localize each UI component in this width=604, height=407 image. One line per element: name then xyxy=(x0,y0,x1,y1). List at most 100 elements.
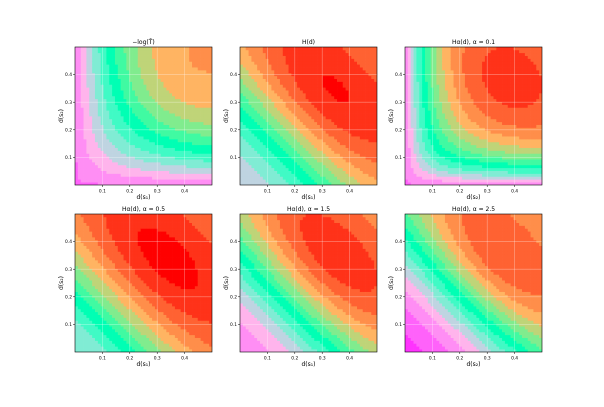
heatmap-cell xyxy=(260,176,263,179)
heatmap-cell xyxy=(254,145,257,148)
heatmap-cell xyxy=(146,53,149,56)
heatmap-cell xyxy=(309,119,312,122)
heatmap-cell xyxy=(363,139,366,142)
heatmap-cell xyxy=(181,119,184,122)
heatmap-cell xyxy=(126,82,129,85)
heatmap-cell xyxy=(92,107,95,110)
heatmap-cell xyxy=(178,179,181,182)
heatmap-cell xyxy=(368,176,371,179)
heatmap-cell xyxy=(314,79,317,82)
heatmap-cell xyxy=(366,136,369,139)
heatmap-cell xyxy=(366,96,369,99)
heatmap-cell xyxy=(271,56,274,59)
heatmap-cell xyxy=(311,136,314,139)
heatmap-cell xyxy=(405,176,408,179)
heatmap-cell xyxy=(243,116,246,119)
heatmap-cell xyxy=(263,64,266,67)
heatmap-cell xyxy=(306,122,309,125)
heatmap-cell xyxy=(260,119,263,122)
heatmap-cell xyxy=(149,156,152,159)
heatmap-cell xyxy=(158,105,161,108)
heatmap-cell xyxy=(246,99,249,102)
heatmap-cell xyxy=(169,156,172,159)
heatmap-cell xyxy=(260,148,263,151)
heatmap-cell xyxy=(206,156,209,159)
heatmap-cell xyxy=(360,93,363,96)
heatmap-cell xyxy=(146,145,149,148)
heatmap-cell xyxy=(186,90,189,93)
heatmap-cell xyxy=(303,76,306,79)
heatmap-cell xyxy=(135,70,138,73)
heatmap-cell xyxy=(155,171,158,174)
heatmap-cell xyxy=(92,174,95,177)
heatmap-cell xyxy=(172,171,175,174)
heatmap-cell xyxy=(186,136,189,139)
heatmap-cell xyxy=(357,142,360,145)
heatmap-cell xyxy=(422,90,425,93)
heatmap-cell xyxy=(291,136,294,139)
heatmap-cell xyxy=(158,96,161,99)
heatmap-cell xyxy=(414,107,417,110)
heatmap-cell xyxy=(112,168,115,171)
heatmap-cell xyxy=(126,168,129,171)
heatmap-cell xyxy=(351,125,354,128)
heatmap-cell xyxy=(337,87,340,90)
heatmap-cell xyxy=(169,53,172,56)
heatmap-cell xyxy=(331,156,334,159)
heatmap-cell xyxy=(408,171,411,174)
heatmap-cell xyxy=(291,165,294,168)
heatmap-cell xyxy=(158,125,161,128)
heatmap-cell xyxy=(311,165,314,168)
heatmap-cell xyxy=(351,139,354,142)
heatmap-cell xyxy=(98,59,101,62)
heatmap-cell xyxy=(411,142,414,145)
heatmap-cell xyxy=(422,70,425,73)
heatmap-cell xyxy=(334,59,337,62)
heatmap-cell xyxy=(189,93,192,96)
heatmap-cell xyxy=(277,99,280,102)
heatmap-cell xyxy=(84,145,87,148)
heatmap-cell xyxy=(311,82,314,85)
heatmap-cell xyxy=(169,136,172,139)
heatmap-cell xyxy=(115,133,118,136)
heatmap-cell xyxy=(183,171,186,174)
heatmap-cell xyxy=(340,136,343,139)
heatmap-cell xyxy=(348,82,351,85)
heatmap-cell xyxy=(152,110,155,113)
heatmap-cell xyxy=(201,56,204,59)
heatmap-cell xyxy=(195,151,198,154)
heatmap-cell xyxy=(172,162,175,165)
heatmap-cell xyxy=(138,76,141,79)
heatmap-cell xyxy=(251,82,254,85)
heatmap-cell xyxy=(314,130,317,133)
heatmap-cell xyxy=(251,47,254,50)
heatmap-cell xyxy=(109,125,112,128)
heatmap-cell xyxy=(126,153,129,156)
heatmap-cell xyxy=(414,136,417,139)
heatmap-cell xyxy=(201,70,204,73)
heatmap-cell xyxy=(112,116,115,119)
heatmap-cell xyxy=(104,116,107,119)
heatmap-cell xyxy=(303,142,306,145)
heatmap-cell xyxy=(371,125,374,128)
heatmap-cell xyxy=(360,165,363,168)
heatmap-cell xyxy=(152,76,155,79)
heatmap-cell xyxy=(289,145,292,148)
heatmap-cell xyxy=(283,176,286,179)
heatmap-cell xyxy=(309,113,312,116)
heatmap-cell xyxy=(95,151,98,154)
heatmap-cell xyxy=(249,87,252,90)
heatmap-cell xyxy=(112,70,115,73)
heatmap-cell xyxy=(331,142,334,145)
heatmap-cell xyxy=(331,151,334,154)
heatmap-cell xyxy=(95,130,98,133)
heatmap-cell xyxy=(280,76,283,79)
heatmap-cell xyxy=(422,122,425,125)
heatmap-cell xyxy=(195,53,198,56)
heatmap-cell xyxy=(84,171,87,174)
heatmap-cell xyxy=(246,96,249,99)
heatmap-cell xyxy=(106,151,109,154)
heatmap-cell xyxy=(132,64,135,67)
heatmap-cell xyxy=(203,47,206,50)
heatmap-cell xyxy=(115,139,118,142)
